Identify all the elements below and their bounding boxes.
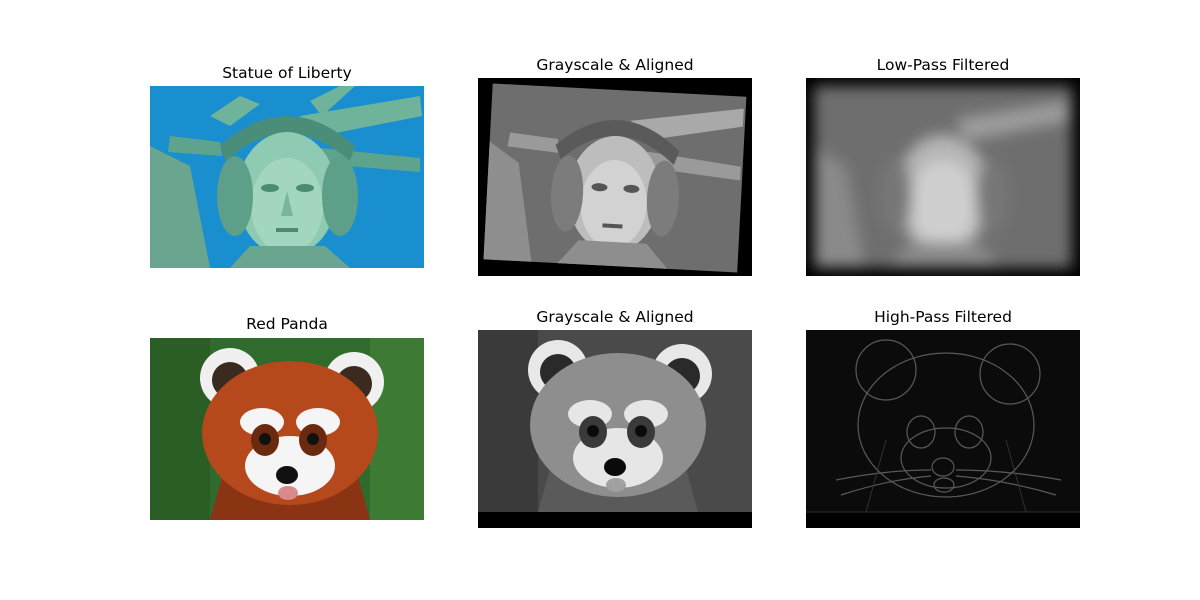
- statue-image: [150, 86, 424, 268]
- panel-title-panda: Red Panda: [246, 315, 328, 333]
- panda-image: [150, 338, 424, 520]
- statue-gray-image: [478, 78, 752, 276]
- panel-title-statue: Statue of Liberty: [222, 64, 352, 82]
- panel-title-panda-gray: Grayscale & Aligned: [536, 308, 694, 326]
- panel-title-lowpass: Low-Pass Filtered: [876, 56, 1010, 74]
- highpass-image: [806, 330, 1080, 528]
- panel-title-statue-gray: Grayscale & Aligned: [536, 56, 694, 74]
- panel-title-highpass: High-Pass Filtered: [874, 308, 1012, 326]
- lowpass-image: [806, 78, 1080, 276]
- panda-gray-image: [478, 330, 752, 528]
